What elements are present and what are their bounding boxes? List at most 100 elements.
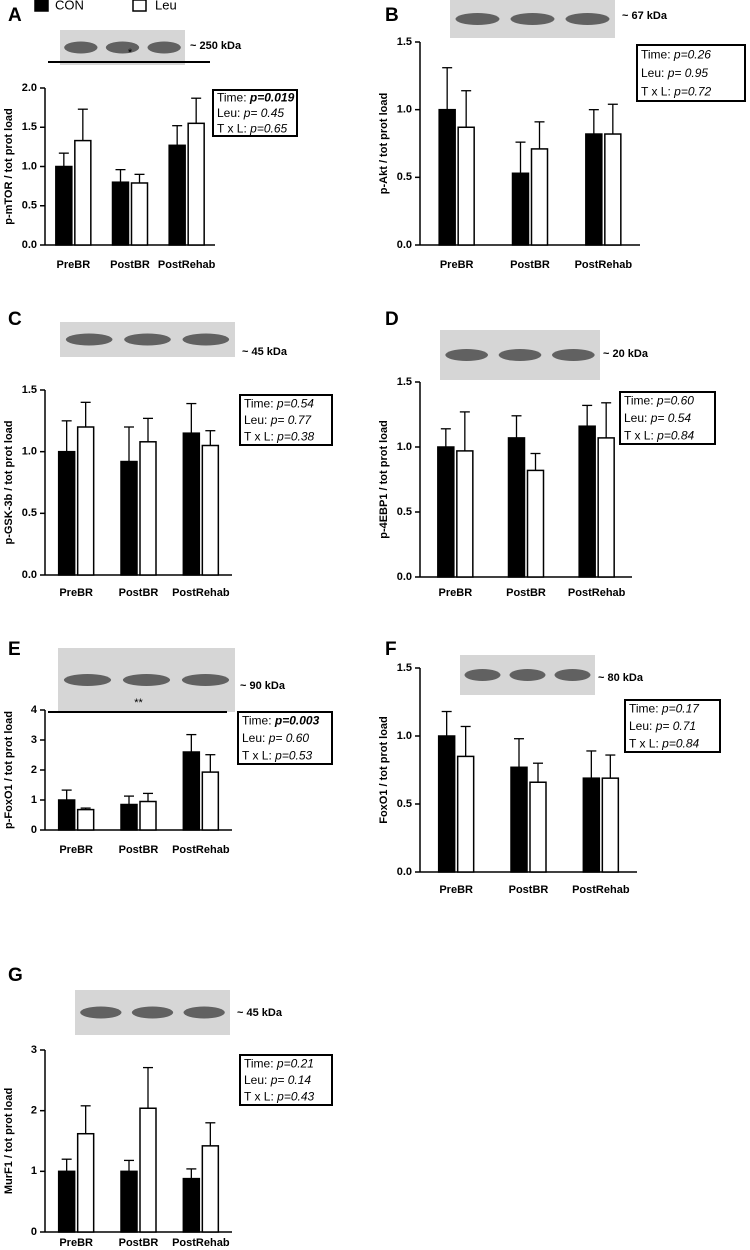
blot-band <box>105 41 140 54</box>
stat-line: Leu: p= 0.77 <box>244 413 312 427</box>
stat-line: T x L: p=0.43 <box>244 1090 315 1104</box>
panel-letter: A <box>8 5 22 26</box>
stat-label: Time: <box>242 714 272 728</box>
stat-line: Leu: p= 0.54 <box>624 411 691 425</box>
y-tick-label: 2 <box>31 1105 37 1117</box>
blot-band <box>565 13 610 25</box>
panel: F ~ 80 kDa 0.0 0.5 1.0 1.5 FoxO1 / tot prot lo… <box>378 639 721 896</box>
bar <box>130 182 149 246</box>
blot-band <box>147 41 181 54</box>
legend-swatch <box>132 0 147 12</box>
kda-label: ~ 90 kDa <box>240 680 286 692</box>
x-tick-label: PreBR <box>57 259 91 271</box>
stat-p-value: p=0.54 <box>276 397 314 411</box>
stat-p-value: p=0.019 <box>249 91 295 105</box>
stat-p-value: p= 0.77 <box>270 413 313 427</box>
bar <box>201 771 220 831</box>
y-tick-label: 0.5 <box>397 798 412 810</box>
bar <box>57 450 76 576</box>
stat-p-value: p=0.84 <box>656 429 694 443</box>
stat-p-value: p=0.21 <box>276 1057 314 1071</box>
y-tick-label: 1 <box>31 794 37 806</box>
legend-label: CON <box>55 0 84 12</box>
blot-band <box>65 333 113 346</box>
y-tick-label: 3 <box>31 734 37 746</box>
bar <box>597 437 615 578</box>
x-tick-label: PostRehab <box>575 259 633 271</box>
blot-band <box>63 674 112 686</box>
x-tick-label: PostBR <box>119 844 159 856</box>
significance-mark: * <box>128 47 133 59</box>
bar <box>438 108 456 246</box>
stat-line: Time: p=0.003 <box>242 714 320 728</box>
bar <box>120 460 138 576</box>
stat-label: Leu: <box>242 731 265 745</box>
blot-band <box>464 669 501 681</box>
stat-p-value: p=0.72 <box>673 85 711 99</box>
panel-letter: C <box>8 309 22 330</box>
stat-line: Time: p=0.54 <box>244 397 314 411</box>
stat-label: Leu: <box>244 1073 267 1087</box>
blot-band <box>445 349 488 361</box>
bar <box>55 165 73 246</box>
y-tick-label: 0.0 <box>397 239 412 251</box>
stat-label: T x L: <box>629 737 659 751</box>
kda-label: ~ 250 kDa <box>190 40 242 52</box>
bar <box>604 133 622 246</box>
blot-band <box>183 1006 225 1019</box>
y-tick-label: 0.0 <box>22 239 37 251</box>
stat-label: Leu: <box>217 106 240 120</box>
stat-label: Time: <box>217 91 247 105</box>
panel-letter: E <box>8 639 21 660</box>
significance-mark: ** <box>134 697 143 709</box>
stat-line: Leu: p= 0.95 <box>641 66 708 80</box>
blot-band <box>510 13 555 25</box>
y-tick-label: 1.5 <box>22 121 37 133</box>
panel: B ~ 67 kDa 0.0 0.5 1.0 1.5 p-Akt / tot prot lo… <box>378 0 746 271</box>
panel: G ~ 45 kDa 0 1 2 3 MurF1 / tot prot load PreBR P… <box>3 965 333 1249</box>
blot-band <box>554 669 591 681</box>
stat-line: Time: p=0.60 <box>624 394 694 408</box>
bar <box>168 144 186 246</box>
kda-label: ~ 67 kDa <box>622 10 668 22</box>
x-tick-label: PostRehab <box>568 587 626 599</box>
bar <box>187 122 205 246</box>
y-tick-label: 1.5 <box>22 384 37 396</box>
panel-letter: F <box>385 639 397 660</box>
stat-label: Leu: <box>629 719 652 733</box>
y-tick-label: 0 <box>31 824 37 836</box>
bar <box>139 441 157 576</box>
stat-p-value: p=0.003 <box>274 714 320 728</box>
y-tick-label: 0.0 <box>397 866 412 878</box>
stat-line: Leu: p= 0.45 <box>217 106 284 120</box>
x-tick-label: PostBR <box>110 259 150 271</box>
stat-line: Time: p=0.17 <box>629 702 700 716</box>
y-axis-label: MurF1 / tot prot load <box>3 1088 15 1194</box>
bar <box>182 751 201 831</box>
stats-box <box>636 44 746 102</box>
y-axis-label: p-FoxO1 / tot prot load <box>3 711 15 829</box>
stat-line: T x L: p=0.65 <box>217 122 288 136</box>
stat-label: T x L: <box>641 85 671 99</box>
bar <box>582 777 601 873</box>
bar <box>74 139 92 246</box>
blot-band <box>124 333 171 346</box>
stat-p-value: p=0.84 <box>661 737 699 751</box>
stat-label: Leu: <box>244 413 267 427</box>
x-tick-label: PostBR <box>510 259 550 271</box>
stat-line: T x L: p=0.84 <box>629 737 700 751</box>
x-tick-label: PreBR <box>440 259 474 271</box>
y-tick-label: 0.5 <box>22 200 37 212</box>
stat-p-value: p= 0.95 <box>667 66 709 80</box>
bar <box>57 1170 76 1233</box>
stat-p-value: p=0.26 <box>673 48 711 62</box>
bar <box>511 172 530 246</box>
stat-p-value: p= 0.45 <box>243 106 285 120</box>
stat-p-value: p=0.43 <box>276 1090 314 1104</box>
stat-line: T x L: p=0.84 <box>624 429 695 443</box>
stat-label: T x L: <box>242 749 272 763</box>
y-tick-label: 1.0 <box>397 441 412 453</box>
y-tick-label: 0.5 <box>22 507 37 519</box>
stat-line: Time: p=0.019 <box>217 91 295 105</box>
